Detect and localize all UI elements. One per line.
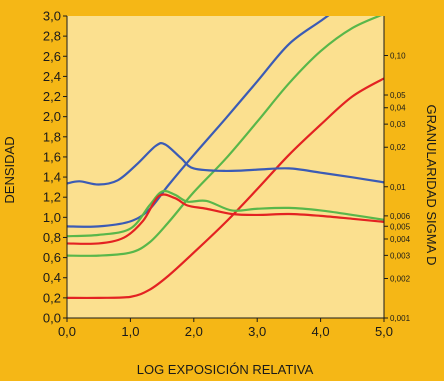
series-3-density-line bbox=[67, 77, 384, 300]
y-ticks: 0,0 0,2 0,4 0,6 0,8 1,0 1,2 1,4 1,6 1,8 2,0 2,2 2,4 2… bbox=[43, 9, 67, 326]
x-axis-title: LOG EXPOSICIÓN RELATIVA bbox=[137, 362, 314, 377]
x-tick-label: 1,0 bbox=[121, 324, 139, 339]
y-axis-title: DENSIDAD bbox=[2, 136, 17, 203]
y2-tick-label: 0,02 bbox=[390, 143, 406, 152]
y-tick-label: 0,6 bbox=[43, 250, 61, 265]
y-tick-label: 2,6 bbox=[43, 49, 61, 64]
series-6-granularity-line bbox=[67, 193, 384, 245]
y2-tick-label: 0,01 bbox=[390, 183, 406, 192]
y2-tick-label: 0,10 bbox=[390, 52, 406, 61]
y2-tick-label: 0,03 bbox=[390, 120, 406, 129]
y2-tick-label: 0,005 bbox=[390, 222, 411, 231]
y-tick-label: 1,0 bbox=[43, 210, 61, 225]
y-tick-label: 1,8 bbox=[43, 129, 61, 144]
y2-tick-label: 0,004 bbox=[390, 235, 411, 244]
y2-tick-label: 0,006 bbox=[390, 212, 411, 221]
x-tick-label: 2,0 bbox=[185, 324, 203, 339]
y-tick-label: 0,2 bbox=[43, 290, 61, 305]
series-2-density-line bbox=[67, 16, 383, 257]
y-tick-label: 0,8 bbox=[43, 230, 61, 245]
series-5-granularity-line bbox=[67, 189, 384, 238]
y2-axis-title: GRANULARIDAD SIGMA D bbox=[424, 104, 439, 265]
y-tick-label: 2,8 bbox=[43, 29, 61, 44]
curves bbox=[67, 16, 384, 300]
plot-area bbox=[67, 16, 384, 318]
y-tick-label: 2,4 bbox=[43, 69, 61, 84]
y2-tick-label: 0,04 bbox=[390, 104, 406, 113]
series-4-granularity-line bbox=[67, 142, 384, 186]
y-tick-label: 2,0 bbox=[43, 109, 61, 124]
x-tick-label: 5,0 bbox=[375, 324, 393, 339]
x-tick-label: 4,0 bbox=[312, 324, 330, 339]
y2-tick-label: 0,003 bbox=[390, 251, 411, 260]
y2-tick-label: 0,001 bbox=[390, 314, 411, 323]
x-tick-label: 0,0 bbox=[58, 324, 76, 339]
y-tick-label: 0,0 bbox=[43, 311, 61, 326]
x-tick-label: 3,0 bbox=[248, 324, 266, 339]
y-tick-label: 2,2 bbox=[43, 89, 61, 104]
y-tick-label: 1,6 bbox=[43, 149, 61, 164]
y-tick-label: 1,2 bbox=[43, 190, 61, 205]
y2-tick-label: 0,05 bbox=[390, 91, 406, 100]
y2-tick-label: 0,002 bbox=[390, 274, 411, 283]
series-1-density-line bbox=[67, 16, 330, 228]
y-tick-label: 1,4 bbox=[43, 170, 61, 185]
y-tick-label: 3,0 bbox=[43, 9, 61, 24]
y-tick-label: 0,4 bbox=[43, 270, 61, 285]
x-ticks: 0,0 1,0 2,0 3,0 4,0 5,0 bbox=[58, 318, 393, 339]
